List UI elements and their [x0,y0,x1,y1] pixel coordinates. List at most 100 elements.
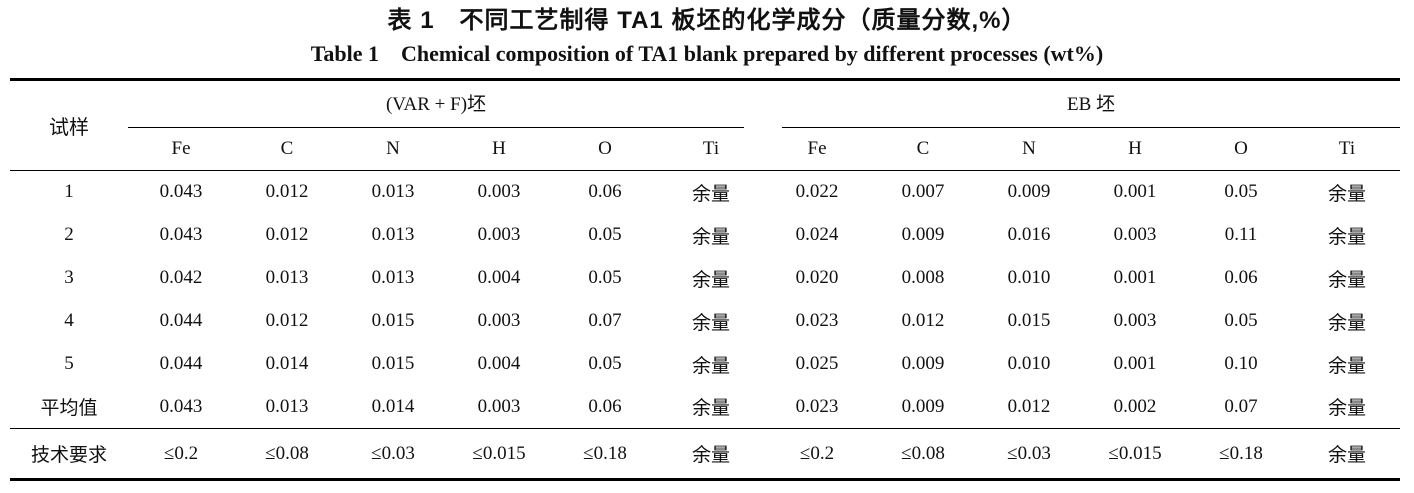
value-cell: 0.013 [371,224,415,245]
value-cell: 0.07 [1188,385,1294,429]
value-cell: 0.004 [477,353,521,374]
value-cell: 0.015 [371,353,415,374]
value-cell: 0.003 [477,181,521,203]
value-cell: ≤0.03 [1007,442,1051,464]
value-cell: 0.043 [159,224,203,245]
col-header-ti: Ti [1294,127,1400,171]
value-cell: 0.05 [1224,310,1258,331]
value-cell: 余量 [1327,226,1366,248]
value-cell: 0.024 [795,224,839,245]
value-cell: 余量 [1327,355,1366,377]
value-cell: 0.044 [159,310,203,331]
value-cell: 0.025 [795,353,839,374]
value-cell: 余量 [1327,445,1366,466]
value-cell: 0.043 [128,385,234,429]
table-row: 3 0.042 0.013 0.013 0.004 0.05 余量 0.020 0.008 0.0… [10,257,1400,300]
value-cell: 0.013 [265,267,309,288]
value-cell: ≤0.2 [163,442,199,464]
table-title-chinese: 表 1 不同工艺制得 TA1 板坯的化学成分（质量分数,%） [387,7,1027,34]
value-cell: 0.009 [1007,181,1051,203]
value-cell: 余量 [691,445,730,466]
value-cell: 0.004 [477,267,521,288]
value-cell: 0.023 [795,310,839,331]
row-label-cell: 5 [64,353,74,374]
value-cell: 0.009 [901,353,945,374]
value-cell: 0.05 [588,267,622,288]
group-header-eb: EB 坯 [764,80,1400,128]
value-cell: 0.015 [1007,310,1051,331]
value-cell: 余量 [1327,183,1366,205]
col-header-fe: Fe [764,127,870,171]
group-label-var-f: (VAR + F)坯 [128,89,744,128]
value-cell: 0.012 [265,224,309,245]
table-row: 平均值 0.043 0.013 0.014 0.003 0.06 余量 0.023 0.009 0… [10,385,1400,429]
table-row: 2 0.043 0.012 0.013 0.003 0.05 余量 0.024 0.009 0.0… [10,214,1400,257]
col-header-n: N [976,127,1082,171]
col-header-c: C [234,127,340,171]
table-title-english: Table 1 Chemical composition of TA1 blan… [310,41,1104,66]
value-cell: 0.012 [265,181,309,203]
col-header-fe: Fe [128,127,234,171]
value-cell: 0.003 [1113,224,1157,245]
row-label-cell: 4 [64,310,74,331]
group-label-eb: EB 坯 [782,89,1400,128]
value-cell: 0.07 [588,310,622,331]
table-row: 4 0.044 0.012 0.015 0.003 0.07 余量 0.023 0.012 0.0… [10,300,1400,343]
value-cell: 0.002 [1082,385,1188,429]
value-cell: 余量 [1294,385,1400,429]
value-cell: 0.020 [795,267,839,288]
value-cell: ≤0.08 [901,442,945,464]
value-cell: 0.022 [795,181,839,203]
value-cell: 0.015 [371,310,415,331]
col-header-o: O [1188,127,1294,171]
col-header-ti: Ti [658,127,764,171]
value-cell: 0.013 [371,267,415,288]
value-cell: 0.013 [234,385,340,429]
value-cell: 0.009 [901,224,945,245]
value-cell: ≤0.015 [472,442,526,464]
value-cell: ≤0.18 [1219,442,1263,464]
value-cell: 0.016 [1007,224,1051,245]
value-cell: 0.003 [1113,310,1157,331]
value-cell: 余量 [1327,312,1366,334]
row-label-cell: 平均值 [10,385,128,429]
value-cell: 0.023 [764,385,870,429]
table-body: 1 0.043 0.012 0.013 0.003 0.06 余量 0.022 0.007 0.0… [10,171,1400,480]
value-cell: 0.012 [901,310,945,331]
value-cell: 0.11 [1224,224,1258,245]
value-cell: ≤0.18 [583,442,627,464]
value-cell: 0.009 [870,385,976,429]
value-cell: 0.012 [265,310,309,331]
value-cell: ≤0.03 [371,442,415,464]
value-cell: 0.05 [588,353,622,374]
element-header-row: Fe C N H O Ti Fe C N H O Ti [10,127,1400,171]
value-cell: 0.010 [1007,353,1051,374]
col-header-o: O [552,127,658,171]
value-cell: 0.042 [159,267,203,288]
value-cell: 0.06 [588,181,622,203]
col-header-c: C [870,127,976,171]
col-header-h: H [446,127,552,171]
value-cell: 0.014 [265,353,309,374]
value-cell: 0.012 [976,385,1082,429]
row-label-cell: 1 [64,181,74,203]
table-row: 5 0.044 0.014 0.015 0.004 0.05 余量 0.025 0.009 0.0… [10,343,1400,386]
value-cell: 0.001 [1113,181,1157,203]
value-cell: 0.05 [1224,181,1258,203]
value-cell: 0.06 [1224,267,1258,288]
group-header-var-f: (VAR + F)坯 [128,80,764,128]
value-cell: ≤0.2 [799,442,835,464]
value-cell: ≤0.015 [1108,442,1162,464]
row-label-cell: 3 [64,267,74,288]
value-cell: 0.014 [340,385,446,429]
value-cell: 0.001 [1113,353,1157,374]
value-cell: 0.008 [901,267,945,288]
value-cell: 余量 [691,226,730,248]
value-cell: 0.003 [477,310,521,331]
value-cell: 余量 [658,385,764,429]
col-header-h: H [1082,127,1188,171]
row-label-cell: 2 [64,224,74,245]
value-cell: 0.010 [1007,267,1051,288]
sample-column-header: 试样 [10,79,128,171]
